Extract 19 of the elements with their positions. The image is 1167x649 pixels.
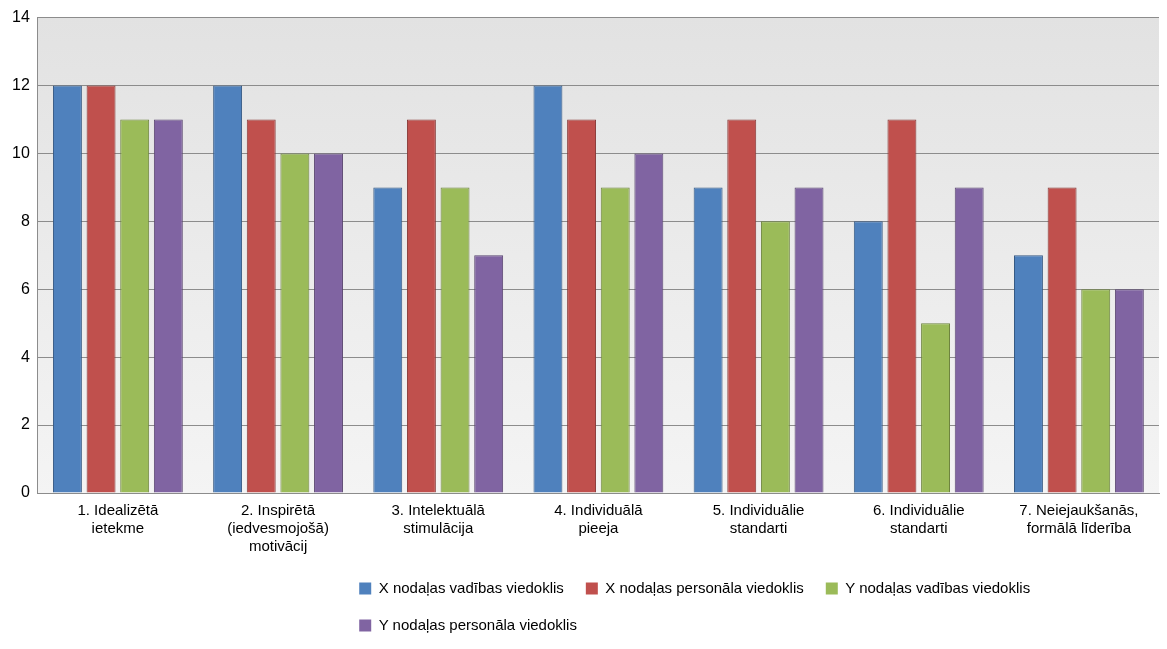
x-tick-label: 3. Intelektuālā stimulācija xyxy=(391,501,486,537)
y-tick-label: 10 xyxy=(12,143,30,161)
x-tick-label: 7. Neiejaukšanās, formālā līderība xyxy=(1019,501,1139,537)
y-tick-label: 14 xyxy=(12,8,30,26)
x-tick-label: 2. Inspirētā (iedvesmojošā) motivācij xyxy=(227,501,329,555)
x-tick-label: 1. Idealizētā ietekme xyxy=(77,501,159,537)
x-tick-label: 5. Individuālie standarti xyxy=(712,501,805,537)
legend-label: X nodaļas vadības viedoklis xyxy=(378,578,564,596)
legend-label: Y nodaļas vadības viedoklis xyxy=(845,578,1031,596)
legend-label: X nodaļas personāla viedoklis xyxy=(605,578,804,596)
x-tick-label: 4. Individuālā pieeja xyxy=(554,501,644,537)
y-tick-label: 6 xyxy=(20,279,30,297)
y-tick-label: 4 xyxy=(20,347,30,365)
legend-label: Y nodaļas personāla viedoklis xyxy=(378,615,577,633)
y-tick-label: 8 xyxy=(20,211,30,229)
y-tick-label: 12 xyxy=(12,75,30,93)
x-tick-label: 6. Individuālie standarti xyxy=(872,501,965,537)
y-tick-label: 0 xyxy=(20,483,30,501)
y-tick-label: 2 xyxy=(20,415,30,433)
